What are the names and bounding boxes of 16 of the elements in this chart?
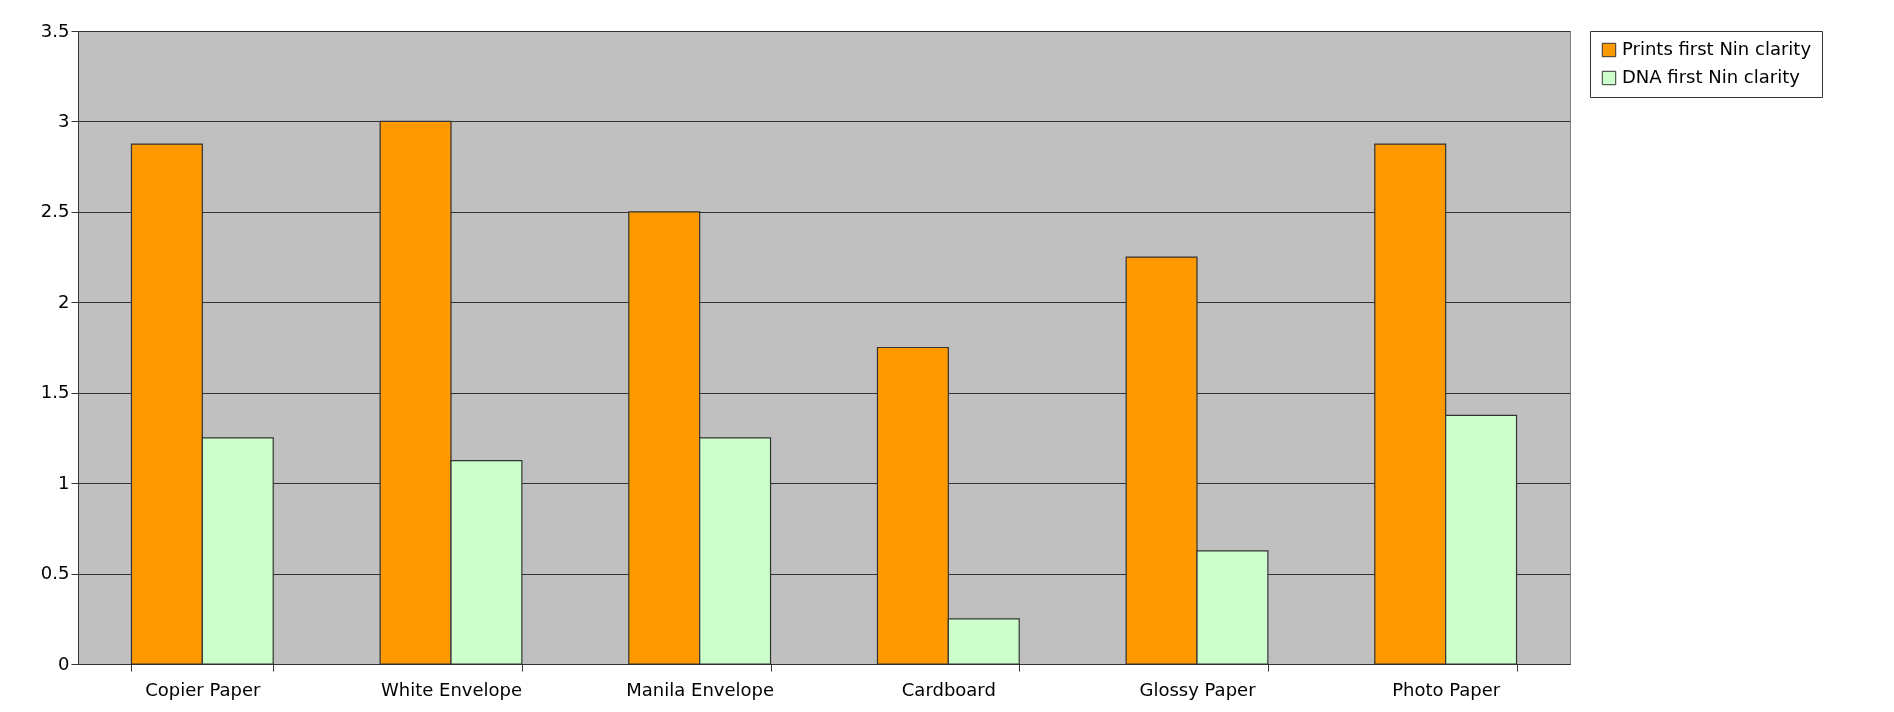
legend-label: DNA first Nin clarity xyxy=(1622,66,1801,87)
y-tick-label: 0.5 xyxy=(40,562,70,584)
y-tick-label: 1.5 xyxy=(40,381,70,403)
y-tick-label: 3 xyxy=(58,109,70,131)
y-tick-label: 3.5 xyxy=(40,19,70,41)
x-tick-label: White Envelope xyxy=(380,678,523,700)
x-tick-label: Manila Envelope xyxy=(626,678,775,700)
x-tick-label: Cardboard xyxy=(901,678,996,700)
y-tick-label: 2 xyxy=(58,290,70,312)
x-tick-label: Glossy Paper xyxy=(1139,678,1257,700)
x-tick-label: Copier Paper xyxy=(145,678,262,700)
x-tick-label: Photo Paper xyxy=(1392,678,1501,700)
y-tick-label: 1 xyxy=(58,471,70,493)
legend-label: Prints first Nin clarity xyxy=(1622,38,1812,59)
y-tick-label: 2.5 xyxy=(40,200,70,222)
y-tick-label: 0 xyxy=(58,652,70,674)
